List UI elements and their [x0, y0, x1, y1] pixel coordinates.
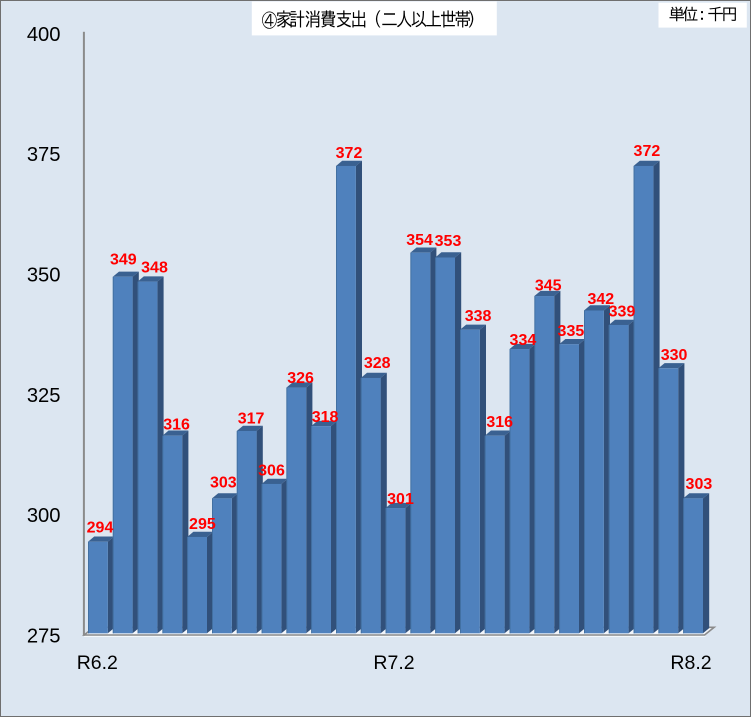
- svg-text:R6.2: R6.2: [77, 652, 118, 674]
- svg-text:318: 318: [312, 409, 339, 426]
- svg-text:342: 342: [587, 291, 614, 308]
- svg-text:294: 294: [87, 519, 114, 536]
- svg-text:301: 301: [387, 491, 414, 508]
- svg-text:349: 349: [110, 252, 137, 269]
- svg-text:338: 338: [465, 308, 492, 325]
- svg-text:372: 372: [336, 145, 363, 162]
- svg-text:R8.2: R8.2: [670, 652, 711, 674]
- svg-text:306: 306: [258, 462, 285, 479]
- svg-text:334: 334: [510, 332, 537, 349]
- svg-text:316: 316: [486, 414, 513, 431]
- svg-text:295: 295: [189, 516, 216, 533]
- svg-text:326: 326: [287, 370, 314, 387]
- svg-text:330: 330: [661, 347, 688, 364]
- svg-text:353: 353: [435, 233, 462, 250]
- svg-text:400: 400: [27, 24, 61, 46]
- svg-text:300: 300: [27, 505, 61, 527]
- svg-text:275: 275: [27, 626, 61, 648]
- svg-text:335: 335: [558, 323, 585, 340]
- svg-text:325: 325: [27, 385, 61, 407]
- svg-text:345: 345: [535, 277, 562, 294]
- svg-text:317: 317: [238, 410, 265, 427]
- svg-text:316: 316: [163, 416, 190, 433]
- svg-text:375: 375: [27, 144, 61, 166]
- svg-text:303: 303: [686, 476, 713, 493]
- svg-text:372: 372: [634, 143, 661, 160]
- svg-text:339: 339: [609, 304, 636, 321]
- svg-text:348: 348: [141, 260, 168, 277]
- svg-text:303: 303: [210, 474, 237, 491]
- svg-text:R7.2: R7.2: [373, 652, 414, 674]
- svg-text:328: 328: [364, 355, 391, 372]
- svg-text:354: 354: [406, 232, 433, 249]
- svg-text:350: 350: [27, 265, 61, 287]
